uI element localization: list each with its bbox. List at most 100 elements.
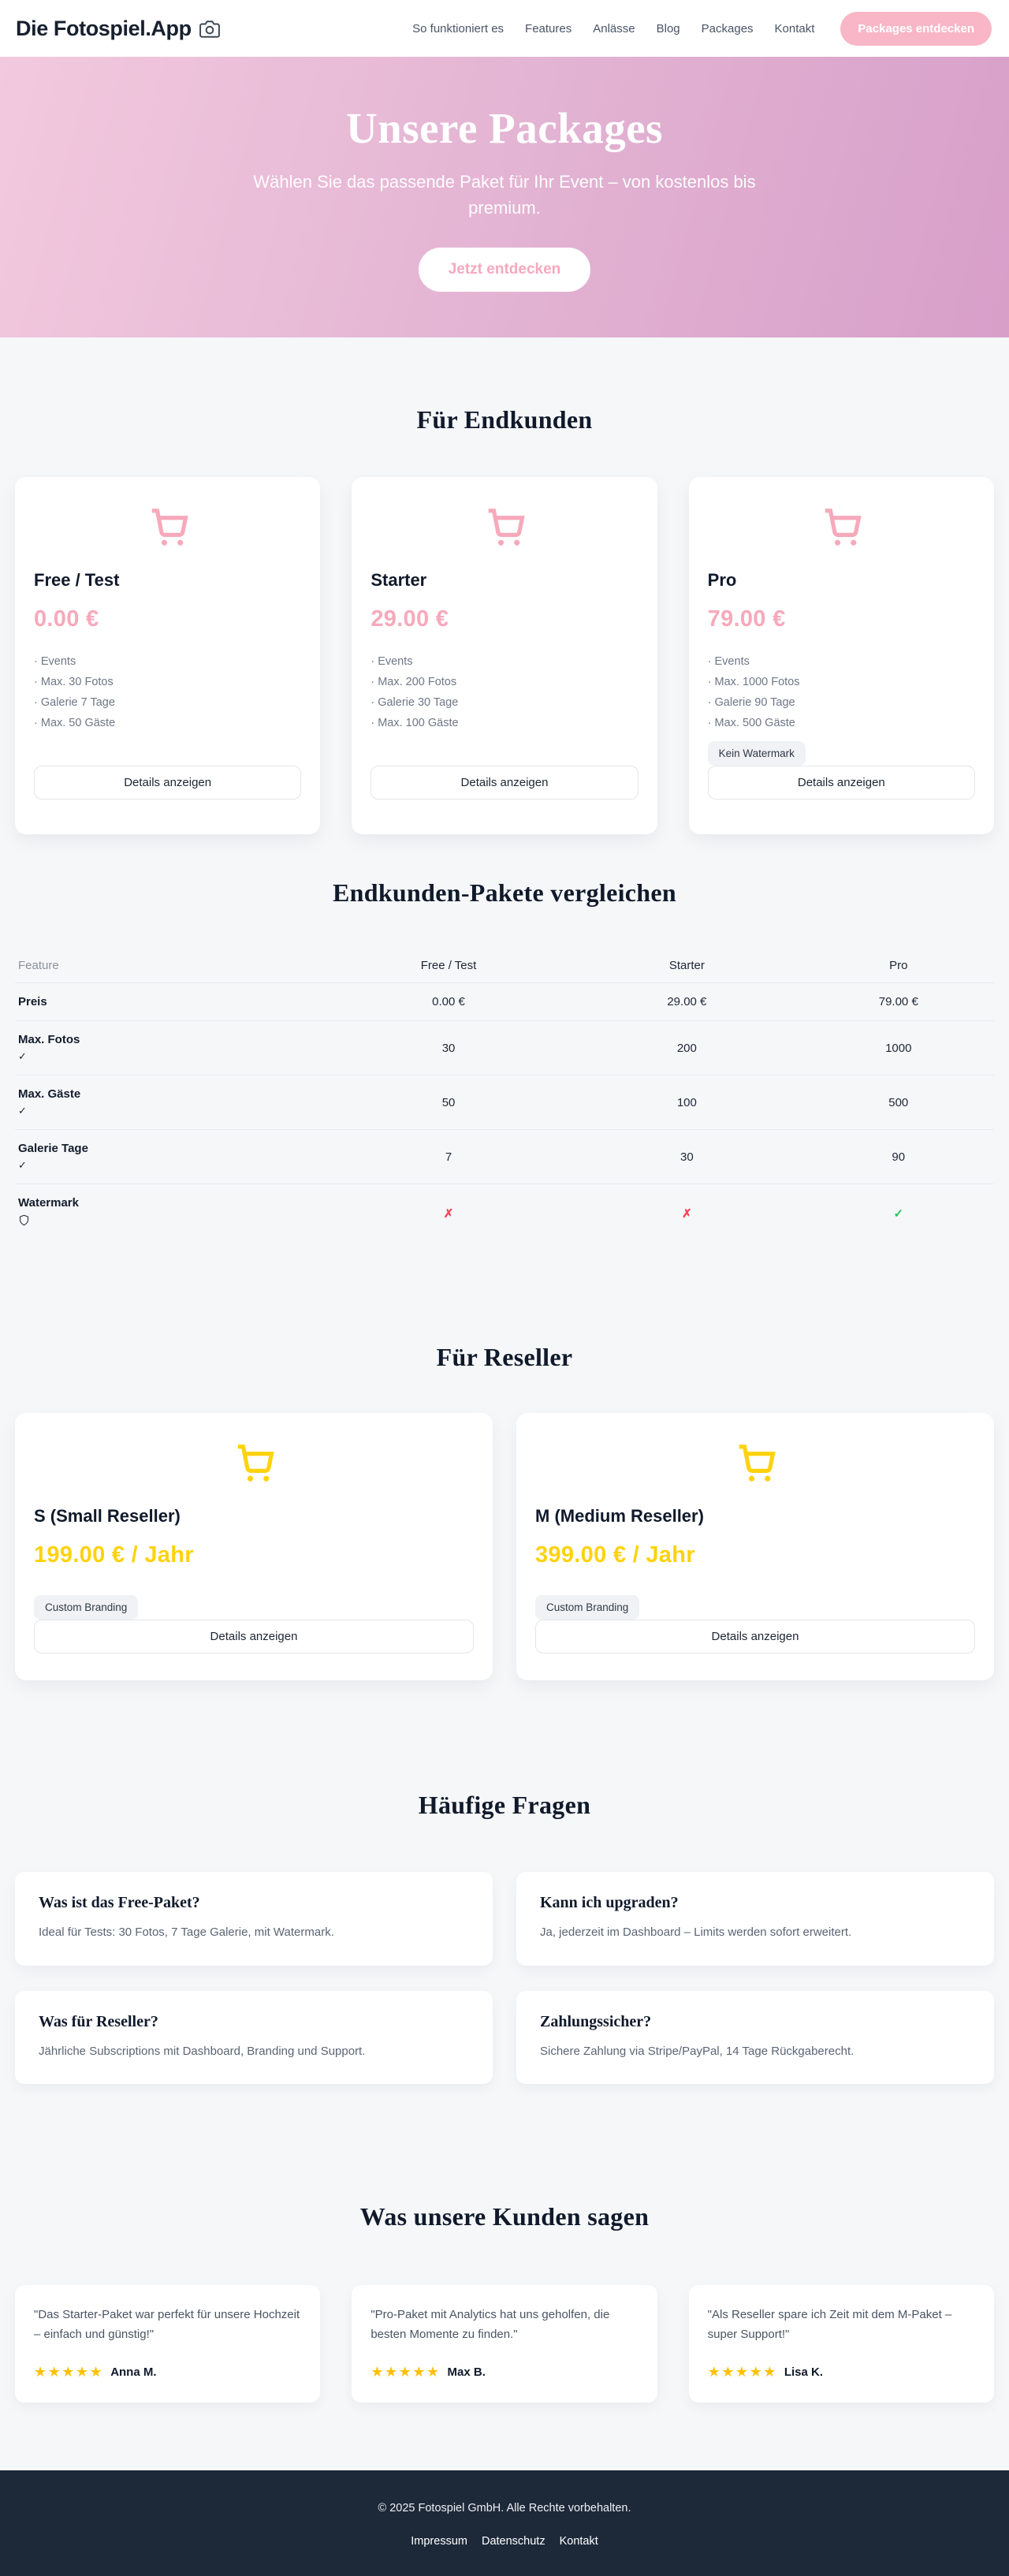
column-header-free-test: Free / Test	[420, 959, 477, 973]
nav-item-features[interactable]: Features	[525, 21, 572, 35]
plan-features: Events Max. 200 Fotos Galerie 30 Tage Ma…	[370, 651, 638, 733]
plan-price: 29.00 €	[370, 606, 449, 632]
pricing-card-small-reseller: S (Small Reseller) 199.00 € / Jahr Custo…	[15, 1413, 493, 1681]
testimonial-name: Max B.	[447, 2365, 486, 2380]
details-anzeigen-button[interactable]: Details anzeigen	[535, 1620, 975, 1654]
footer-links: Impressum Datenschutz Kontakt	[0, 2535, 1009, 2548]
feature-item: Max. 50 Gäste	[34, 713, 301, 733]
copyright-text: © 2025 Fotospiel GmbH. Alle Rechte vorbe…	[378, 2502, 631, 2515]
faq-card-free-paket: Was ist das Free-Paket? Ideal für Tests:…	[15, 1872, 493, 1966]
footer-link-datenschutz[interactable]: Datenschutz	[481, 2535, 545, 2548]
plan-price: 199.00 € / Jahr	[34, 1542, 194, 1568]
endkunden-title: Für Endkunden	[416, 405, 593, 434]
endkunden-section: Für Endkunden Free / Test 0.00 € Events …	[0, 337, 1009, 835]
row-label: Watermark	[18, 1196, 79, 1210]
hero-title: Unsere Packages	[345, 103, 664, 152]
pricing-card-pro: Pro 79.00 € Events Max. 1000 Fotos Galer…	[688, 477, 994, 835]
cell-value: 100	[676, 1095, 697, 1109]
plan-name: S (Small Reseller)	[34, 1506, 181, 1527]
cart-icon	[734, 1441, 776, 1484]
footer-link-impressum[interactable]: Impressum	[411, 2535, 467, 2548]
main-nav: So funktioniert es Features Anlässe Blog…	[412, 11, 992, 46]
details-anzeigen-button[interactable]: Details anzeigen	[34, 1620, 474, 1654]
site-footer: © 2025 Fotospiel GmbH. Alle Rechte vorbe…	[0, 2470, 1009, 2576]
faq-grid: Was ist das Free-Paket? Ideal für Tests:…	[15, 1872, 994, 2085]
footer-link-kontakt[interactable]: Kontakt	[559, 2535, 598, 2548]
table-row-max-gaeste: Max. Gäste 50 100 500	[15, 1076, 994, 1131]
plan-price: 399.00 € / Jahr	[535, 1542, 695, 1568]
testimonials-grid: "Das Starter-Paket war perfekt für unser…	[15, 2285, 994, 2403]
plan-features: Events Max. 1000 Fotos Galerie 90 Tage M…	[708, 651, 975, 733]
testimonial-quote: "Das Starter-Paket war perfekt für unser…	[34, 2308, 300, 2342]
pricing-card-free-test: Free / Test 0.00 € Events Max. 30 Fotos …	[15, 477, 321, 835]
nav-item-blog[interactable]: Blog	[656, 21, 680, 35]
nav-item-kontakt[interactable]: Kontakt	[774, 21, 815, 35]
feature-item: Events	[34, 651, 301, 672]
testimonials-title: Was unsere Kunden sagen	[359, 2202, 650, 2231]
plan-features: Events Max. 30 Fotos Galerie 7 Tage Max.…	[34, 651, 301, 733]
cart-icon	[147, 505, 189, 548]
column-header-pro: Pro	[889, 959, 908, 973]
cell-value: 30	[680, 1150, 694, 1164]
cell-value: 200	[676, 1041, 697, 1055]
x-icon: ✗	[443, 1206, 454, 1221]
faq-question: Zahlungssicher?	[540, 2012, 652, 2030]
testimonial-name: Anna M.	[110, 2365, 157, 2380]
logo[interactable]: Die Fotospiel.App	[16, 17, 220, 41]
kein-watermark-badge: Kein Watermark	[707, 741, 806, 766]
faq-answer: Jährliche Subscriptions mit Dashboard, B…	[39, 2044, 366, 2058]
testimonial-name: Lisa K.	[784, 2365, 824, 2380]
column-header-starter: Starter	[668, 959, 705, 973]
star-rating-icon: ★★★★★	[34, 2364, 104, 2380]
faq-card-zahlungssicher: Zahlungssicher? Sichere Zahlung via Stri…	[516, 1990, 994, 2085]
faq-answer: Ideal für Tests: 30 Fotos, 7 Tage Galeri…	[39, 1925, 334, 1940]
plan-name: Starter	[370, 570, 427, 590]
camera-icon	[199, 21, 220, 38]
column-header-feature: Feature	[18, 959, 59, 973]
row-label: Galerie Tage	[18, 1142, 88, 1156]
faq-card-upgraden: Kann ich upgraden? Ja, jederzeit im Dash…	[516, 1872, 994, 1966]
pricing-card-medium-reseller: M (Medium Reseller) 399.00 € / Jahr Cust…	[516, 1413, 994, 1681]
feature-item: Max. 1000 Fotos	[708, 672, 975, 692]
row-label: Preis	[18, 995, 47, 1009]
details-anzeigen-button[interactable]: Details anzeigen	[34, 766, 302, 800]
jetzt-entdecken-button[interactable]: Jetzt entdecken	[418, 247, 591, 292]
check-icon: ✓	[893, 1206, 904, 1221]
cell-value: 90	[892, 1150, 906, 1164]
shield-icon	[18, 1213, 330, 1230]
custom-branding-badge: Custom Branding	[34, 1595, 139, 1620]
row-label: Max. Gäste	[18, 1087, 81, 1102]
feature-item: Max. 500 Gäste	[708, 713, 975, 733]
feature-item: Events	[708, 651, 975, 672]
details-anzeigen-button[interactable]: Details anzeigen	[707, 766, 975, 800]
endkunden-cards: Free / Test 0.00 € Events Max. 30 Fotos …	[15, 477, 994, 835]
check-icon	[18, 1159, 330, 1172]
table-row-galerie-tage: Galerie Tage 7 30 90	[15, 1130, 994, 1185]
star-rating-icon: ★★★★★	[370, 2364, 441, 2380]
feature-item: Max. 100 Gäste	[370, 713, 638, 733]
testimonial-card: "Pro-Paket mit Analytics hat uns geholfe…	[352, 2285, 657, 2403]
plan-name: Pro	[707, 570, 737, 590]
cart-icon	[483, 505, 526, 548]
table-row-watermark: Watermark ✗ ✗ ✓	[15, 1184, 994, 1242]
details-anzeigen-button[interactable]: Details anzeigen	[370, 766, 639, 800]
testimonials-section: Was unsere Kunden sagen "Das Starter-Pak…	[0, 2084, 1009, 2403]
nav-item-so-funktioniert-es[interactable]: So funktioniert es	[412, 21, 504, 35]
pricing-card-starter: Starter 29.00 € Events Max. 200 Fotos Ga…	[352, 477, 657, 835]
cell-value: 50	[441, 1095, 456, 1109]
reseller-title: Für Reseller	[436, 1343, 573, 1372]
nav-item-anlaesse[interactable]: Anlässe	[593, 21, 635, 35]
compare-table: Feature Free / Test Starter Pro Preis 0.…	[15, 949, 994, 1242]
cell-value: 500	[888, 1095, 909, 1109]
cell-value: 29.00 €	[667, 995, 707, 1009]
faq-section: Häufige Fragen Was ist das Free-Paket? I…	[0, 1680, 1009, 2085]
testimonial-quote: "Pro-Paket mit Analytics hat uns geholfe…	[370, 2308, 610, 2342]
check-icon	[18, 1105, 330, 1117]
star-rating-icon: ★★★★★	[707, 2364, 777, 2380]
testimonial-quote: "Als Reseller spare ich Zeit mit dem M-P…	[707, 2308, 952, 2342]
logo-text: Die Fotospiel.App	[16, 16, 192, 40]
cell-value: 1000	[885, 1041, 912, 1055]
faq-answer: Ja, jederzeit im Dashboard – Limits werd…	[540, 1925, 852, 1940]
nav-item-packages[interactable]: Packages	[701, 21, 754, 35]
packages-entdecken-button[interactable]: Packages entdecken	[840, 11, 992, 46]
